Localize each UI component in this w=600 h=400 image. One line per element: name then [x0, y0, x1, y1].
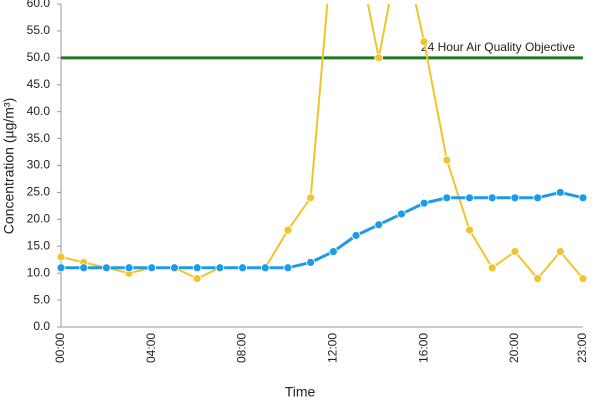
- data-point: [215, 263, 225, 273]
- data-point: [533, 274, 543, 283]
- data-point: [533, 193, 543, 203]
- y-tick-label: 55.0: [27, 23, 51, 37]
- y-tick-label: 5.0: [33, 292, 50, 306]
- reference-label: 24 Hour Air Quality Objective: [421, 40, 575, 54]
- data-point: [260, 263, 270, 273]
- data-point: [283, 263, 293, 273]
- y-tick-label: 10.0: [27, 265, 51, 279]
- data-point: [510, 247, 520, 257]
- data-point: [374, 220, 384, 230]
- y-tick-label: 40.0: [27, 104, 51, 118]
- x-tick-label: 12:00: [326, 333, 340, 363]
- data-point: [351, 231, 361, 240]
- data-point: [397, 209, 406, 219]
- data-point: [56, 252, 66, 262]
- data-point: [192, 274, 202, 283]
- y-tick-label: 20.0: [27, 212, 51, 226]
- data-point: [124, 263, 134, 273]
- plot-area: [56, 4, 588, 283]
- y-tick-label: 25.0: [27, 185, 51, 199]
- y-tick-label: 15.0: [27, 238, 51, 252]
- data-point: [442, 155, 452, 165]
- data-point: [306, 257, 316, 267]
- data-point: [101, 263, 111, 273]
- data-point: [555, 247, 565, 257]
- y-tick-label: 0.0: [33, 319, 50, 333]
- y-tick-label: 45.0: [27, 77, 51, 91]
- y-tick-label: 50.0: [27, 50, 51, 64]
- data-point: [487, 193, 497, 203]
- data-point: [147, 263, 157, 273]
- data-point: [465, 193, 474, 203]
- data-point: [578, 274, 588, 283]
- data-point: [238, 263, 247, 273]
- data-point: [170, 263, 179, 273]
- data-point: [555, 188, 565, 197]
- data-point: [56, 263, 66, 273]
- x-tick-label: 20:00: [507, 333, 521, 363]
- x-tick-label: 16:00: [416, 333, 430, 363]
- x-tick-label: 00:00: [53, 333, 67, 363]
- data-point: [465, 225, 474, 235]
- y-axis-title: Concentration (µg/m³): [1, 98, 17, 234]
- data-point: [442, 193, 452, 203]
- series-line: [61, 190, 584, 270]
- data-point: [487, 263, 497, 273]
- x-tick-label: 04:00: [144, 333, 158, 363]
- data-point: [374, 53, 384, 63]
- data-point: [283, 225, 293, 235]
- data-point: [419, 198, 429, 208]
- data-point: [578, 193, 588, 203]
- x-tick-label: 08:00: [235, 333, 249, 363]
- data-point: [79, 263, 89, 273]
- data-point: [192, 263, 202, 273]
- data-point: [328, 247, 338, 257]
- y-tick-label: 35.0: [27, 131, 51, 145]
- y-tick-label: 30.0: [27, 158, 51, 172]
- x-tick-label: 23:00: [575, 333, 589, 363]
- data-point: [306, 193, 316, 203]
- x-axis-title: Time: [285, 384, 316, 400]
- data-point: [510, 193, 520, 203]
- y-tick-label: 60.0: [27, 0, 51, 10]
- data-point: [419, 37, 429, 47]
